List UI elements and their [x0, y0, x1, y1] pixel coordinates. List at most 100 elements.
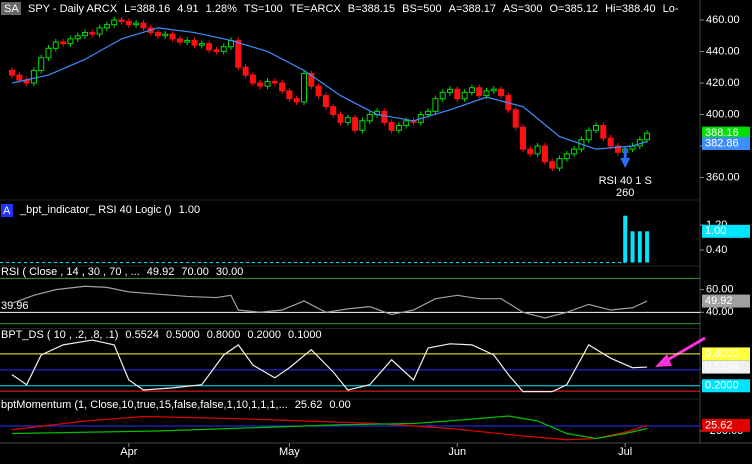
last-value-label-box [702, 418, 750, 432]
reference-legend: 0.00 [329, 399, 350, 411]
last-value-label: 1.00 [705, 225, 726, 237]
quote-field: AS=300 [503, 3, 542, 15]
quote-field: 4.91 [177, 3, 198, 15]
pane-value: 49.92 [147, 266, 175, 278]
y-tick-label: 400.00 [706, 108, 740, 120]
pane-tag-box [1, 204, 13, 217]
candle-body [82, 32, 88, 37]
reference-legend: 0.8000 [207, 329, 241, 341]
signal-arrow [620, 148, 631, 168]
candle-body [271, 80, 278, 84]
candle-body [527, 148, 534, 155]
reference-label: 0.2000 [705, 380, 739, 392]
average-label: 382.86 [705, 137, 739, 149]
candle-body [337, 113, 344, 123]
candle-body [520, 126, 526, 150]
candle-body [176, 38, 183, 43]
candle-body [249, 74, 256, 84]
candle-body [235, 39, 242, 68]
pane-value: 25.62 [295, 399, 323, 411]
candle-body [242, 66, 249, 76]
candle-body [359, 120, 366, 131]
candle-body [447, 88, 453, 93]
last-value-label: 0.5524 [705, 361, 739, 373]
candle-body [549, 161, 556, 169]
candle-body [16, 74, 23, 81]
moving-average-line [11, 27, 648, 150]
candle-body [322, 95, 329, 108]
x-tick-label: May [279, 446, 300, 458]
candle-body [381, 110, 388, 123]
pane-title: BPT_DS ( 10 , .2, .8, .1) [1, 329, 118, 341]
y-tick-label: 460.00 [706, 14, 740, 26]
candle-body [593, 125, 599, 131]
candle-body [111, 19, 118, 26]
candle-body [133, 22, 140, 26]
candle-body [483, 90, 490, 97]
candle-body [213, 49, 220, 52]
reference-legend: 70.00 [181, 266, 209, 278]
candle-body [498, 88, 505, 97]
pane-title: bptMomentum (1, Close,10,true,15,false,f… [1, 399, 288, 411]
candle-body [155, 32, 161, 37]
bar [623, 215, 628, 263]
candle-body [52, 41, 59, 49]
candle-body [439, 91, 446, 100]
level-label: 39.96 [1, 300, 29, 312]
candle-body [293, 98, 300, 103]
last-value-label: 49.92 [705, 295, 733, 307]
quote-field: BS=500 [402, 3, 441, 15]
candle-body [395, 125, 402, 131]
reference-label-box [702, 347, 750, 361]
candle-body [366, 113, 373, 122]
candle-body [571, 148, 578, 155]
candle-body [60, 41, 67, 45]
bar [637, 231, 642, 263]
candle-body [220, 46, 227, 52]
candle-body [556, 158, 563, 169]
pane-title: RSI ( Close , 14 , 30 , 70 , ... [1, 266, 140, 278]
pointer-arrow [655, 336, 706, 367]
indicator-line [11, 285, 648, 319]
candle-body [490, 88, 497, 92]
candle-body [38, 57, 45, 71]
candle-body [286, 90, 293, 100]
candle-body [476, 87, 483, 97]
candle-body [607, 137, 614, 147]
quote-field: TS=100 [244, 3, 283, 15]
last-price-label: 388.16 [705, 127, 739, 139]
candle-body [9, 69, 15, 76]
average-label-box [702, 137, 750, 151]
candle-body [118, 19, 125, 23]
candle-body [512, 109, 519, 128]
last-value-label-box [702, 294, 750, 308]
candle-body [198, 43, 205, 46]
candle-body [89, 32, 96, 35]
candle-body [403, 120, 410, 127]
candle-body [30, 69, 37, 84]
candle-body [344, 117, 351, 123]
candle-body [563, 153, 570, 160]
x-tick-label: Jul [618, 446, 632, 458]
candle-body [534, 145, 541, 155]
candle-body [308, 73, 315, 87]
candle-body [103, 24, 110, 29]
candle-body [140, 22, 147, 29]
candle-body [352, 117, 359, 131]
signal-label: RSI 40 1 S [599, 175, 652, 187]
quote-field: TE=ARCX [290, 3, 342, 15]
y-tick-label: 440.00 [706, 45, 740, 57]
x-tick-label: Jun [448, 446, 466, 458]
quote-field: Lo- [663, 3, 679, 15]
y-tick-label: 420.00 [706, 77, 740, 89]
candle-body [45, 47, 52, 59]
pane-value: 1.00 [179, 204, 200, 216]
candle-body [468, 87, 475, 93]
y-tick-label: 360.00 [706, 171, 740, 183]
candle-body [454, 88, 461, 100]
candle-body [541, 145, 548, 163]
quote-field: SPY - Daily ARCX [28, 3, 118, 15]
quote-field: A=388.17 [449, 3, 496, 15]
candle-body [125, 21, 132, 26]
indicator-line [11, 415, 648, 440]
